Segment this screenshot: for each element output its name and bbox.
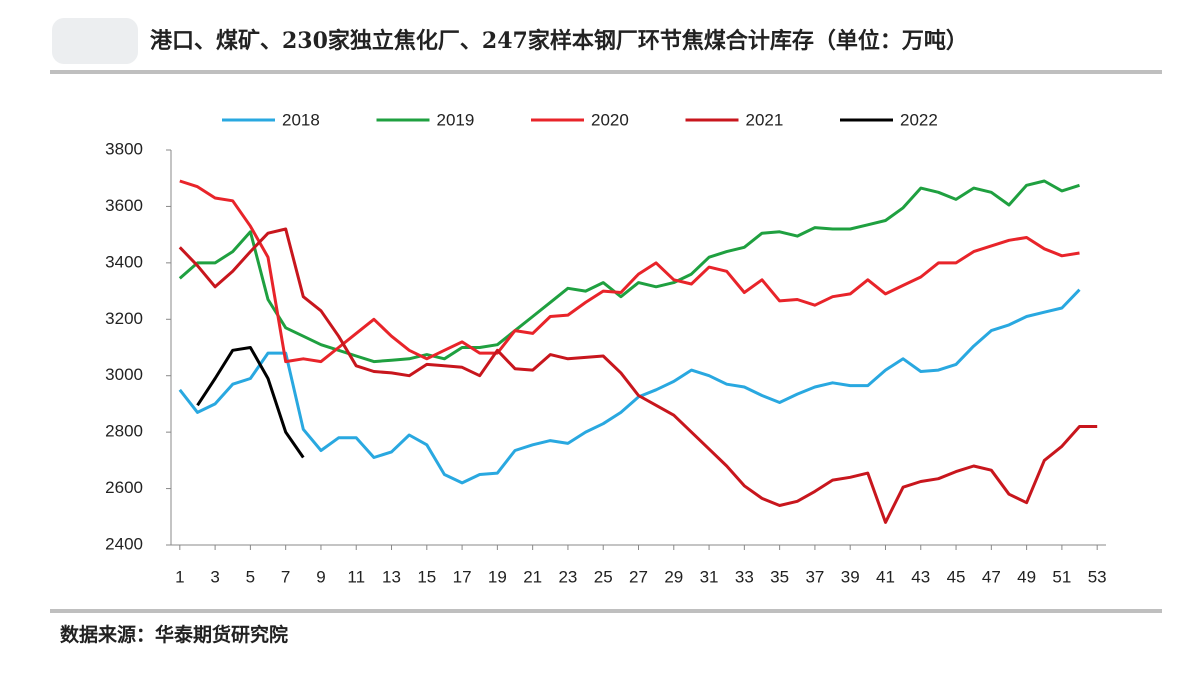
y-tick-label: 2400 — [105, 534, 143, 553]
y-tick-label: 3800 — [105, 139, 143, 158]
series-line — [178, 227, 1098, 524]
x-tick-label: 31 — [700, 567, 719, 586]
x-tick-label: 47 — [982, 567, 1001, 586]
series-line — [178, 288, 1081, 485]
x-tick-label: 53 — [1088, 567, 1107, 586]
x-tick-label: 29 — [664, 567, 683, 586]
x-tick-label: 15 — [417, 567, 436, 586]
x-tick-label: 7 — [281, 567, 290, 586]
x-tick-label: 27 — [629, 567, 648, 586]
x-tick-label: 19 — [488, 567, 507, 586]
y-tick-label: 3200 — [105, 309, 143, 328]
x-tick-label: 41 — [876, 567, 895, 586]
x-tick-label: 9 — [316, 567, 325, 586]
separator — [50, 70, 1162, 74]
legend-label: 2018 — [282, 110, 320, 129]
series-line — [178, 179, 1080, 364]
x-tick-label: 1 — [175, 567, 184, 586]
x-tick-label: 13 — [382, 567, 401, 586]
x-tick-label: 5 — [246, 567, 255, 586]
x-tick-label: 51 — [1052, 567, 1071, 586]
x-tick-label: 45 — [947, 567, 966, 586]
legend-label: 2020 — [591, 110, 629, 129]
logo-placeholder — [52, 18, 138, 64]
y-tick-label: 3400 — [105, 252, 143, 271]
x-tick-label: 3 — [210, 567, 219, 586]
legend-label: 2021 — [746, 110, 784, 129]
y-tick-label: 3600 — [105, 196, 143, 215]
x-tick-label: 21 — [523, 567, 542, 586]
separator — [50, 609, 1162, 613]
x-tick-label: 49 — [1017, 567, 1036, 586]
y-tick-label: 2600 — [105, 478, 143, 497]
chart-title: 港口、煤矿、230家独立焦化厂、247家样本钢厂环节焦煤合计库存（单位：万吨） — [150, 28, 968, 54]
legend-label: 2022 — [900, 110, 938, 129]
x-tick-label: 37 — [805, 567, 824, 586]
x-tick-label: 43 — [911, 567, 930, 586]
x-tick-label: 25 — [594, 567, 613, 586]
x-tick-label: 33 — [735, 567, 754, 586]
x-tick-label: 17 — [453, 567, 472, 586]
x-tick-label: 11 — [347, 567, 365, 586]
source-note: 数据来源：华泰期货研究院 — [60, 623, 288, 646]
x-tick-label: 23 — [558, 567, 577, 586]
y-tick-label: 2800 — [105, 422, 143, 441]
series-line — [196, 346, 305, 459]
x-tick-label: 35 — [770, 567, 789, 586]
legend-label: 2019 — [437, 110, 475, 129]
x-tick-label: 39 — [841, 567, 860, 586]
y-tick-label: 3000 — [105, 365, 143, 384]
series-line — [179, 179, 1080, 364]
